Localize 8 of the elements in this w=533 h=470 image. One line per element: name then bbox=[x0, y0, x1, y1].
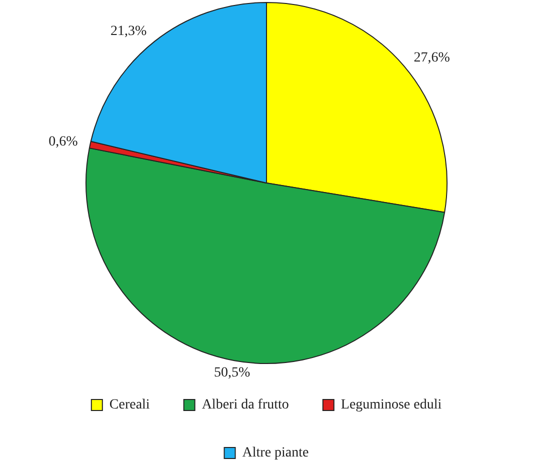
data-label: 21,3% bbox=[110, 24, 148, 40]
legend-label: Alberi da frutto bbox=[202, 398, 289, 413]
legend-label: Leguminose eduli bbox=[340, 398, 442, 413]
data-label: 0,6% bbox=[48, 134, 78, 150]
data-label: 50,5% bbox=[214, 366, 251, 381]
legend-label: Altre piante bbox=[242, 446, 309, 461]
data-label: 27,6% bbox=[414, 50, 450, 66]
legend-label: Cereali bbox=[109, 398, 150, 413]
